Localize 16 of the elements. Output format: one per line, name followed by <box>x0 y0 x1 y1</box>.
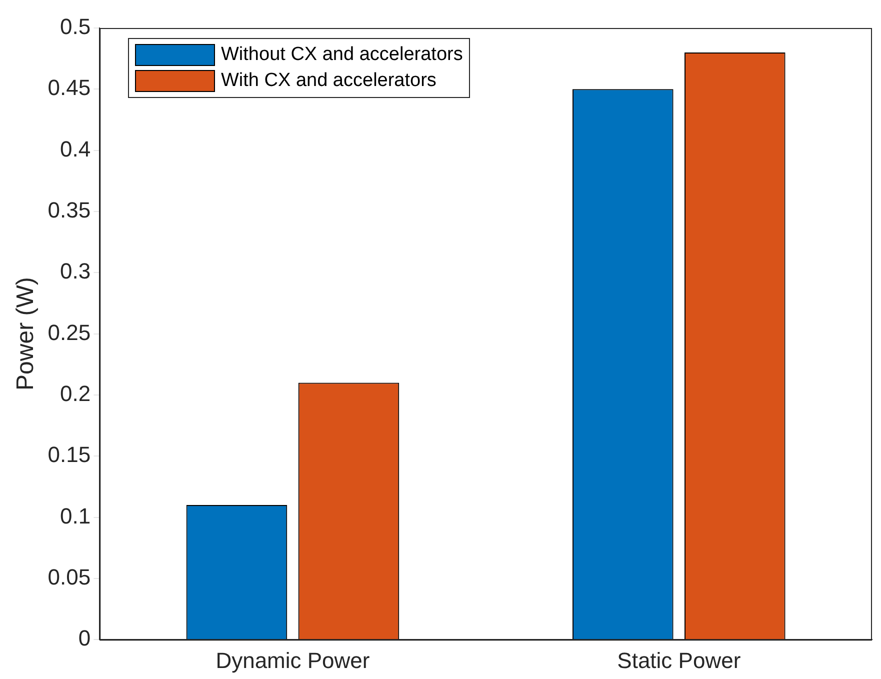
y-tick-label: 0.25 <box>48 320 91 345</box>
legend-label: Without CX and accelerators <box>221 44 463 66</box>
y-tick-label: 0.05 <box>48 564 91 590</box>
y-axis-title: Power (W) <box>12 277 40 390</box>
y-tick-label: 0.4 <box>60 136 91 162</box>
y-tick-label: 0.3 <box>60 258 91 284</box>
y-tick-label: 0.2 <box>60 381 91 406</box>
x-tick-label: Dynamic Power <box>216 648 370 673</box>
legend-label: With CX and accelerators <box>221 70 436 92</box>
y-tick-label: 0 <box>78 626 91 651</box>
y-tick-label: 0.1 <box>60 503 91 528</box>
y-tick-label: 0.45 <box>48 75 91 100</box>
y-tick-label: 0.35 <box>48 198 91 223</box>
y-tick-label: 0.5 <box>60 14 91 40</box>
y-tick-label: 0.15 <box>48 442 91 468</box>
x-tick-label: Static Power <box>617 648 741 673</box>
